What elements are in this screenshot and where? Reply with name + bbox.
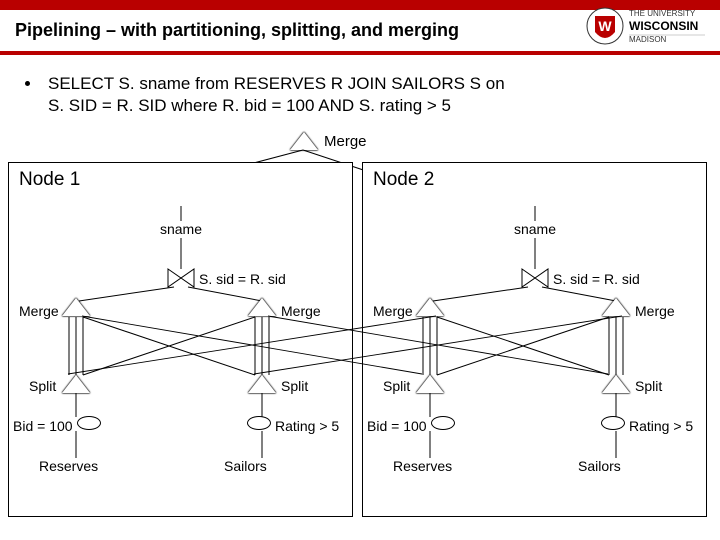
split-tri-1b [248,375,276,393]
bullet-icon [25,81,30,86]
table-sailors-1: Sailors [224,458,267,474]
node-2-title: Node 2 [363,163,706,197]
merge-tri-1a [62,298,90,316]
svg-text:W: W [598,18,612,34]
node-1-title: Node 1 [9,163,352,197]
sel-oval-icon-2a [431,416,455,430]
filter-rating-2: Rating > 5 [629,418,693,434]
header-bar: Pipelining – with partitioning, splittin… [0,0,720,55]
svg-text:THE UNIVERSITY: THE UNIVERSITY [629,9,696,18]
filter-bid-2: Bid = 100 [367,418,427,434]
split-lbl-1a: Split [29,378,56,394]
sel-oval-icon-2b [601,416,625,430]
filter-rating-1: Rating > 5 [275,418,339,434]
merge-lbl-1b: Merge [281,303,321,319]
merge-lbl-2b: Merge [635,303,675,319]
query-plan-diagram: Merge Node 1 sname [0,127,720,527]
proj-sname-1: sname [160,221,202,237]
join-cond-2: S. sid = R. sid [553,271,640,287]
svg-text:WISCONSIN: WISCONSIN [629,19,698,33]
query-line1: SELECT S. sname from RESERVES R JOIN SAI… [48,74,505,93]
page-title: Pipelining – with partitioning, splittin… [15,20,459,41]
split-tri-2b [602,375,630,393]
table-sailors-2: Sailors [578,458,621,474]
filter-bid-1: Bid = 100 [13,418,73,434]
node-1-box: Node 1 sname S. [8,162,353,517]
top-merge-op: Merge [290,132,367,150]
table-reserves-2: Reserves [393,458,452,474]
split-tri-2a [416,375,444,393]
merge-tri-2b [602,298,630,316]
split-lbl-2b: Split [635,378,662,394]
merge-triangle-icon [290,132,318,150]
sel-oval-icon-1a [77,416,101,430]
split-tri-1a [62,375,90,393]
split-lbl-1b: Split [281,378,308,394]
merge-lbl-1a: Merge [19,303,59,319]
wisconsin-crest-icon: W THE UNIVERSITY WISCONSIN MADISON [585,2,710,50]
merge-lbl-2a: Merge [373,303,413,319]
query-line2: S. SID = R. SID where R. bid = 100 AND S… [48,96,451,115]
split-lbl-2a: Split [383,378,410,394]
join-bowtie-icon-2 [521,268,549,288]
join-cond-1: S. sid = R. sid [199,271,286,287]
proj-sname-2: sname [514,221,556,237]
sql-query: SELECT S. sname from RESERVES R JOIN SAI… [0,55,720,127]
sel-oval-icon-1b [247,416,271,430]
join-bowtie-icon-1 [167,268,195,288]
svg-text:MADISON: MADISON [629,35,667,44]
table-reserves-1: Reserves [39,458,98,474]
merge-tri-2a [416,298,444,316]
node-2-box: Node 2 sname S. sid = R. sid Merge [362,162,707,517]
merge-tri-1b [248,298,276,316]
merge-label: Merge [324,133,367,150]
